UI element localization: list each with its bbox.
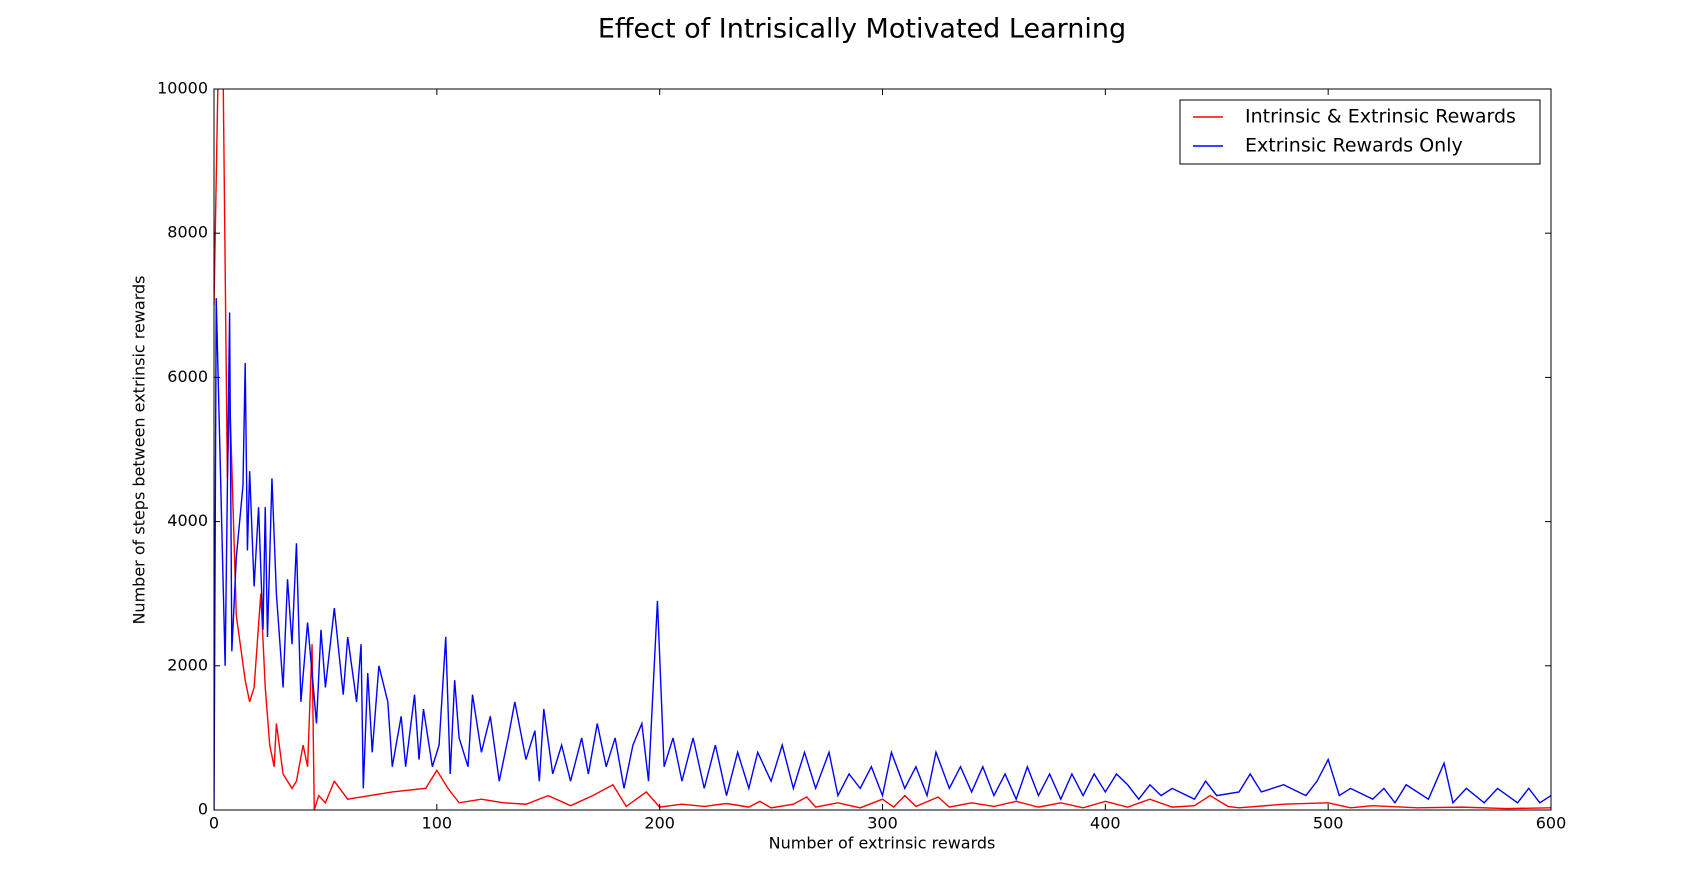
chart-title: Effect of Intrisically Motivated Learnin…	[598, 14, 1126, 45]
x-axis-label: Number of extrinsic rewards	[769, 834, 996, 853]
plot-lines	[214, 89, 1551, 810]
legend-label: Extrinsic Rewards Only	[1245, 135, 1463, 157]
x-tick-label: 100	[422, 814, 453, 833]
x-tick-label: 600	[1536, 814, 1567, 833]
legend-label: Intrinsic & Extrinsic Rewards	[1245, 106, 1516, 128]
y-tick-label: 2000	[167, 655, 208, 674]
series-line	[214, 89, 1551, 810]
x-tick-label: 500	[1313, 814, 1344, 833]
y-tick-label: 4000	[167, 511, 208, 530]
y-tick-label: 6000	[167, 367, 208, 386]
y-tick-label: 0	[198, 800, 208, 819]
x-tick-label: 0	[209, 814, 219, 833]
x-tick-label: 300	[867, 814, 898, 833]
series-line	[214, 298, 1551, 810]
y-axis-label: Number of steps between extrinsic reward…	[130, 275, 149, 624]
y-tick-label: 10000	[157, 79, 208, 98]
legend-box	[1179, 99, 1541, 165]
y-tick-label: 8000	[167, 223, 208, 242]
x-tick-label: 400	[1090, 814, 1121, 833]
x-tick-label: 200	[644, 814, 675, 833]
